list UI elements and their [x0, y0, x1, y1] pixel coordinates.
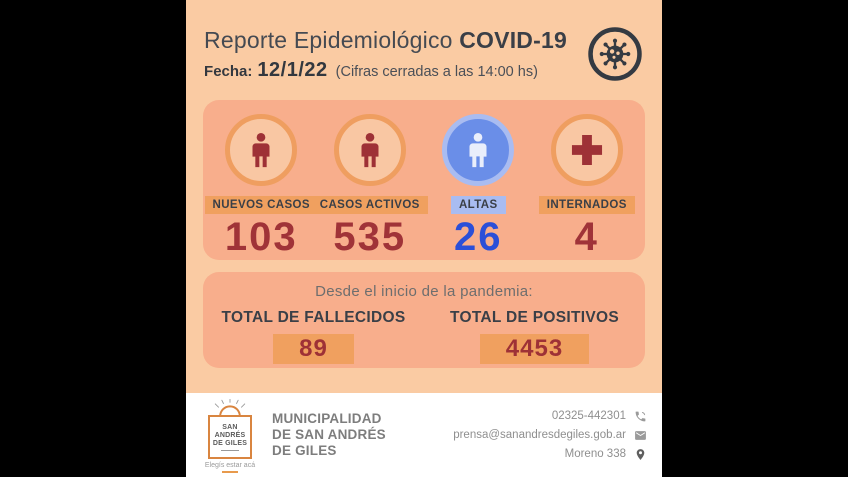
contact-phone: 02325-442301 [552, 410, 647, 423]
totals-row: TOTAL DE FALLECIDOS 89 TOTAL DE POSITIVO… [203, 309, 645, 364]
stat-label: NUEVOS CASOS [204, 196, 318, 214]
report-poster: Reporte Epidemiológico COVID-19 Fecha: 1… [186, 0, 662, 477]
pandemic-heading: Desde el inicio de la pandemia: [315, 283, 533, 300]
municipality-name: MUNICIPALIDAD DE SAN ANDRÉS DE GILES [272, 411, 386, 459]
contact-info: 02325-442301 prensa@sanandresdegiles.gob… [453, 410, 647, 461]
total-label: TOTAL DE FALLECIDOS [221, 309, 406, 326]
total-label: TOTAL DE POSITIVOS [449, 309, 620, 326]
report-title-regular: Reporte Epidemiológico [204, 26, 453, 53]
contact-text: 02325-442301 [551, 410, 626, 422]
stat-circle [442, 114, 515, 186]
org-line: DE SAN ANDRÉS [272, 427, 386, 442]
seal-line: DE GILES [212, 439, 248, 447]
org-line: MUNICIPALIDAD [272, 411, 382, 426]
person-icon [361, 133, 379, 168]
stat-value: 4 [574, 215, 599, 259]
sun-icon [214, 399, 246, 417]
phone-icon [635, 411, 646, 421]
stat-nuevos-casos: NUEVOS CASOS 103 [204, 114, 318, 260]
stat-altas: ALTAS 26 [424, 114, 533, 260]
stat-circle [333, 114, 406, 186]
report-date-row: Fecha: 12/1/22 (Cifras cerradas a las 14… [204, 59, 567, 82]
medical-cross-icon [571, 134, 602, 166]
person-icon [469, 133, 487, 168]
stat-label: ALTAS [450, 196, 506, 214]
logo-seal: SAN ANDRÉS DE GILES [208, 415, 252, 459]
org-line: DE GILES [272, 443, 337, 458]
virus-icon [588, 27, 642, 81]
stat-circle [550, 114, 623, 186]
person-icon [252, 133, 270, 168]
stat-value: 103 [224, 215, 298, 259]
seal-line: SAN [222, 423, 238, 431]
mail-icon [635, 430, 646, 440]
stat-value: 535 [333, 215, 407, 259]
contact-text: Moreno 338 [564, 448, 626, 460]
seal-line: ANDRÉS [214, 431, 246, 439]
contact-address: Moreno 338 [565, 448, 647, 461]
logo-underline [222, 471, 238, 473]
current-stats-panel: NUEVOS CASOS 103 CASOS ACTIVOS 535 [203, 100, 645, 260]
contact-email: prensa@sanandresdegiles.gob.ar [453, 429, 647, 442]
report-title: Reporte Epidemiológico COVID-19 [204, 27, 567, 54]
location-pin-icon [636, 448, 645, 460]
stat-casos-activos: CASOS ACTIVOS 535 [311, 114, 428, 260]
stat-circle [225, 114, 298, 186]
stat-label: CASOS ACTIVOS [311, 196, 428, 214]
total-positivos: TOTAL DE POSITIVOS 4453 [424, 309, 645, 364]
report-title-covid: COVID-19 [459, 26, 567, 53]
municipality-logo: SAN ANDRÉS DE GILES Elegís estar acá [201, 399, 259, 473]
total-value: 89 [273, 334, 354, 364]
date-note: (Cifras cerradas a las 14:00 hs) [335, 63, 538, 80]
stat-value: 26 [454, 215, 503, 259]
report-header: Reporte Epidemiológico COVID-19 Fecha: 1… [186, 0, 662, 100]
seal-divider [221, 449, 239, 451]
header-text: Reporte Epidemiológico COVID-19 Fecha: 1… [204, 27, 567, 82]
pandemic-totals-panel: Desde el inicio de la pandemia: TOTAL DE… [203, 272, 645, 368]
stat-label: INTERNADOS [538, 196, 635, 214]
footer: SAN ANDRÉS DE GILES Elegís estar acá MUN… [186, 393, 662, 477]
total-fallecidos: TOTAL DE FALLECIDOS 89 [203, 309, 424, 364]
date-value: 12/1/22 [257, 58, 328, 81]
date-label: Fecha: [204, 62, 253, 80]
total-value: 4453 [479, 334, 590, 364]
stat-internados: INTERNADOS 4 [533, 114, 642, 260]
logo-tagline: Elegís estar acá [204, 462, 256, 469]
contact-text: prensa@sanandresdegiles.gob.ar [453, 429, 626, 441]
